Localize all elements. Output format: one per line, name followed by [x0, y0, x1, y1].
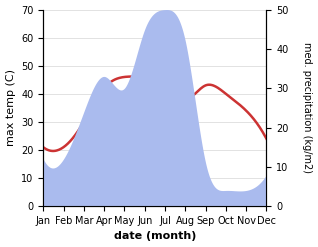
Y-axis label: max temp (C): max temp (C)	[5, 69, 16, 146]
X-axis label: date (month): date (month)	[114, 231, 196, 242]
Y-axis label: med. precipitation (kg/m2): med. precipitation (kg/m2)	[302, 42, 313, 173]
